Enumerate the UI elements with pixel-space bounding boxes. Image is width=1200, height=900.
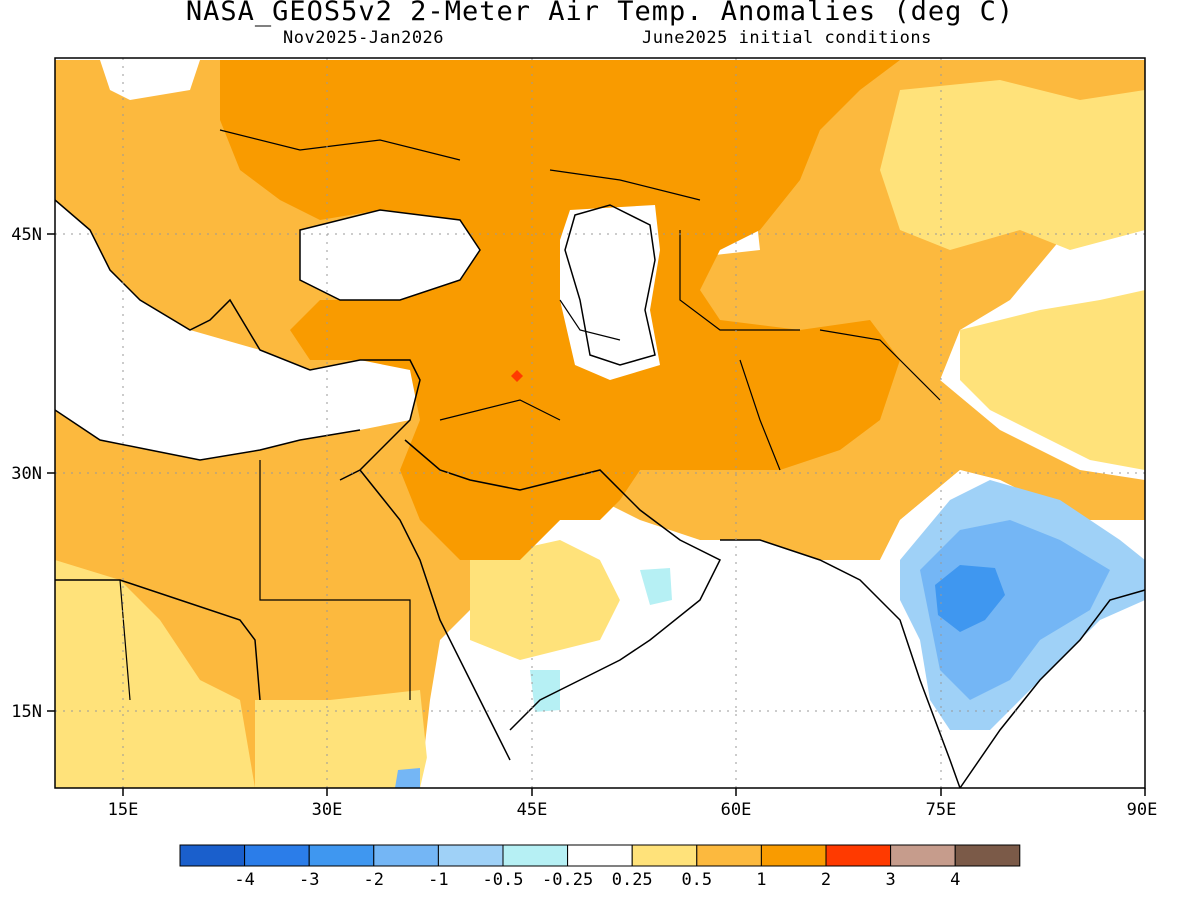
lon-label: 30E bbox=[312, 800, 343, 820]
lon-label: 15E bbox=[108, 800, 139, 820]
anomaly-region-neg1 bbox=[920, 520, 1110, 700]
anomaly-region-0.25-0.5-arabia bbox=[470, 540, 620, 660]
map-frame bbox=[54, 57, 1146, 789]
neutral-region-north bbox=[100, 60, 200, 100]
colorbar-label: 0.5 bbox=[681, 870, 712, 890]
lon-label: 90E bbox=[1127, 800, 1158, 820]
lat-label: 45N bbox=[11, 225, 42, 245]
colorbar-label: 0.25 bbox=[612, 870, 653, 890]
colorbar-swatch bbox=[179, 844, 246, 867]
map-title: NASA_GEOS5v2 2-Meter Air Temp. Anomalies… bbox=[185, 0, 1015, 27]
colorbar-swatch bbox=[308, 844, 375, 867]
lat-labels: 45N 30N 15N bbox=[11, 225, 42, 722]
colorbar-label: 4 bbox=[950, 870, 960, 890]
initial-conditions: June2025 initial conditions bbox=[642, 28, 932, 48]
colorbar-label: -0.5 bbox=[483, 870, 524, 890]
colorbar-label: -4 bbox=[234, 870, 254, 890]
anomaly-field bbox=[55, 58, 1145, 788]
colorbar-swatch bbox=[696, 844, 762, 867]
colorbar-swatch bbox=[954, 844, 1021, 867]
neutral-region-black-sea bbox=[300, 210, 480, 300]
colorbar-swatch bbox=[825, 844, 892, 867]
colorbar-label: -1 bbox=[428, 870, 448, 890]
axis-ticks bbox=[47, 233, 1146, 796]
colorbar-swatch bbox=[760, 844, 827, 867]
colorbar-label: 3 bbox=[885, 870, 895, 890]
anomaly-region-0.25-0.5-east bbox=[880, 80, 1145, 250]
colorbar-swatch bbox=[502, 844, 569, 867]
anomaly-region-0.25-0.5-africa bbox=[55, 560, 255, 788]
neutral-region-mediterranean bbox=[55, 200, 420, 460]
anomaly-region-neg0.25-gulf bbox=[640, 568, 672, 605]
forecast-period: Nov2025-Jan2026 bbox=[283, 28, 445, 48]
lon-label: 60E bbox=[721, 800, 752, 820]
colorbar-swatch bbox=[631, 844, 698, 867]
colorbar: -4 -3 -2 -1 -0.5 -0.25 0.25 0.5 1 2 3 4 bbox=[179, 844, 1021, 890]
neutral-region-caspian-gap bbox=[560, 205, 660, 380]
anomaly-region-0.25-0.5-asia bbox=[960, 290, 1145, 470]
colorbar-label: -3 bbox=[299, 870, 319, 890]
lon-label: 45E bbox=[517, 800, 548, 820]
colorbar-swatch bbox=[567, 844, 633, 867]
lon-labels: 15E 30E 45E 60E 75E 90E bbox=[108, 800, 1158, 820]
colorbar-label: 1 bbox=[756, 870, 766, 890]
lon-label: 75E bbox=[926, 800, 957, 820]
anomaly-region-neg0.5-horn bbox=[395, 768, 420, 788]
colorbar-swatch bbox=[373, 844, 439, 867]
anomaly-region-0.25-0.5-south bbox=[255, 690, 430, 788]
colorbar-swatch bbox=[437, 844, 504, 867]
colorbar-swatch bbox=[244, 844, 310, 867]
colorbar-label: -0.25 bbox=[542, 870, 593, 890]
anomaly-region-neg2 bbox=[935, 565, 1005, 632]
anomaly-region-2-3 bbox=[511, 370, 523, 382]
borders bbox=[119, 129, 941, 701]
colorbar-swatch bbox=[890, 844, 956, 867]
lat-label: 30N bbox=[11, 464, 42, 484]
coastlines bbox=[55, 199, 1145, 788]
colorbar-label: 2 bbox=[821, 870, 831, 890]
graticule bbox=[55, 58, 1145, 788]
colorbar-label: -2 bbox=[364, 870, 384, 890]
lat-label: 15N bbox=[11, 702, 42, 722]
anomaly-region-1-2 bbox=[220, 60, 900, 560]
